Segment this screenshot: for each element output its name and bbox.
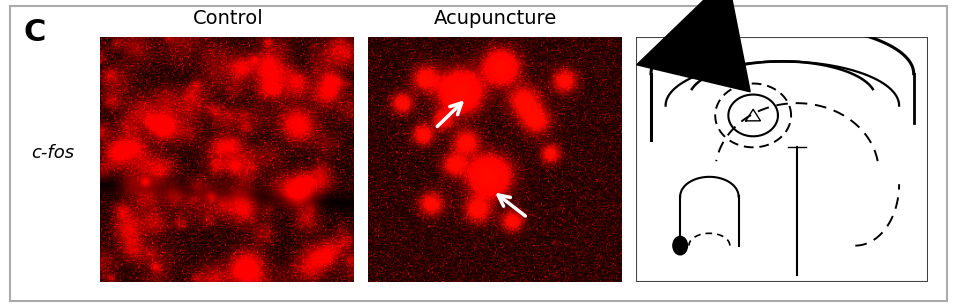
Bar [636,37,928,282]
Text: C: C [24,18,46,47]
Text: Acupuncture: Acupuncture [434,9,557,28]
Text: c-fos: c-fos [31,145,75,162]
Ellipse shape [673,236,687,255]
Text: Control: Control [192,9,263,28]
